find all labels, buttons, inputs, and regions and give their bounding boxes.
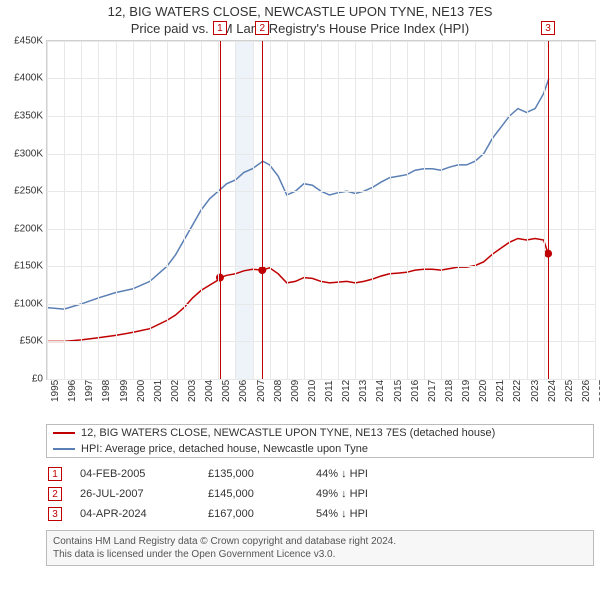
x-tick-label: 2006: [238, 380, 249, 402]
legend-box: 12, BIG WATERS CLOSE, NEWCASTLE UPON TYN…: [46, 424, 594, 458]
event-list: 1 04-FEB-2005 £135,000 44% ↓ HPI 2 26-JUL-200…: [46, 464, 594, 524]
footer-line: Contains HM Land Registry data © Crown c…: [53, 535, 587, 548]
y-tick-label: £300K: [7, 148, 43, 159]
x-tick-label: 1995: [50, 380, 61, 402]
event-badge: 1: [48, 467, 62, 481]
x-tick-label: 2013: [358, 380, 369, 402]
x-tick-label: 2019: [461, 380, 472, 402]
x-tick-label: 2009: [290, 380, 301, 402]
event-diff: 54% ↓ HPI: [316, 508, 368, 520]
x-tick-label: 2023: [530, 380, 541, 402]
legend-swatch: [53, 448, 75, 450]
event-badge: 3: [48, 507, 62, 521]
x-tick-label: 1998: [101, 380, 112, 402]
event-marker: 2: [255, 21, 269, 35]
event-price: £167,000: [208, 508, 298, 520]
x-tick-label: 2026: [581, 380, 592, 402]
y-tick-label: £250K: [7, 186, 43, 197]
footer-box: Contains HM Land Registry data © Crown c…: [46, 530, 594, 566]
x-tick-label: 2018: [444, 380, 455, 402]
price-chart: £0£50K£100K£150K£200K£250K£300K£350K£400…: [46, 40, 596, 380]
event-date: 04-APR-2024: [80, 508, 190, 520]
x-tick-label: 1996: [67, 380, 78, 402]
x-tick-label: 2001: [153, 380, 164, 402]
event-diff: 44% ↓ HPI: [316, 468, 368, 480]
y-tick-label: £200K: [7, 223, 43, 234]
x-tick-label: 1997: [84, 380, 95, 402]
x-tick-label: 2025: [564, 380, 575, 402]
x-tick-label: 1999: [119, 380, 130, 402]
x-tick-label: 2012: [341, 380, 352, 402]
x-tick-label: 2016: [410, 380, 421, 402]
x-tick-label: 2017: [427, 380, 438, 402]
x-tick-label: 2022: [512, 380, 523, 402]
event-price: £135,000: [208, 468, 298, 480]
x-tick-label: 2007: [256, 380, 267, 402]
y-tick-label: £0: [7, 373, 43, 384]
y-tick-label: £350K: [7, 111, 43, 122]
x-tick-label: 2004: [204, 380, 215, 402]
event-row: 1 04-FEB-2005 £135,000 44% ↓ HPI: [46, 464, 594, 484]
event-badge: 2: [48, 487, 62, 501]
event-date: 26-JUL-2007: [80, 488, 190, 500]
x-tick-label: 2002: [170, 380, 181, 402]
x-tick-label: 2010: [307, 380, 318, 402]
x-tick-label: 2005: [221, 380, 232, 402]
x-tick-label: 2020: [478, 380, 489, 402]
footer-line: This data is licensed under the Open Gov…: [53, 548, 587, 561]
event-marker: 1: [213, 21, 227, 35]
x-tick-label: 2015: [393, 380, 404, 402]
event-diff: 49% ↓ HPI: [316, 488, 368, 500]
legend-swatch: [53, 432, 75, 434]
x-tick-label: 2014: [375, 380, 386, 402]
y-tick-label: £150K: [7, 261, 43, 272]
legend-label: 12, BIG WATERS CLOSE, NEWCASTLE UPON TYN…: [81, 427, 495, 439]
x-tick-label: 2008: [273, 380, 284, 402]
event-row: 2 26-JUL-2007 £145,000 49% ↓ HPI: [46, 484, 594, 504]
y-tick-label: £50K: [7, 336, 43, 347]
page-subtitle: Price paid vs. HM Land Registry's House …: [6, 21, 594, 36]
legend-item: 12, BIG WATERS CLOSE, NEWCASTLE UPON TYN…: [47, 425, 593, 441]
event-price: £145,000: [208, 488, 298, 500]
x-tick-label: 2021: [495, 380, 506, 402]
event-date: 04-FEB-2005: [80, 468, 190, 480]
y-tick-label: £450K: [7, 35, 43, 46]
y-tick-label: £100K: [7, 298, 43, 309]
event-row: 3 04-APR-2024 £167,000 54% ↓ HPI: [46, 504, 594, 524]
page-title: 12, BIG WATERS CLOSE, NEWCASTLE UPON TYN…: [6, 4, 594, 21]
legend-item: HPI: Average price, detached house, Newc…: [47, 441, 593, 457]
x-tick-label: 2024: [547, 380, 558, 402]
x-tick-label: 2000: [136, 380, 147, 402]
x-tick-label: 2011: [324, 380, 335, 402]
event-marker: 3: [541, 21, 555, 35]
y-tick-label: £400K: [7, 73, 43, 84]
x-tick-label: 2003: [187, 380, 198, 402]
legend-label: HPI: Average price, detached house, Newc…: [81, 443, 368, 455]
